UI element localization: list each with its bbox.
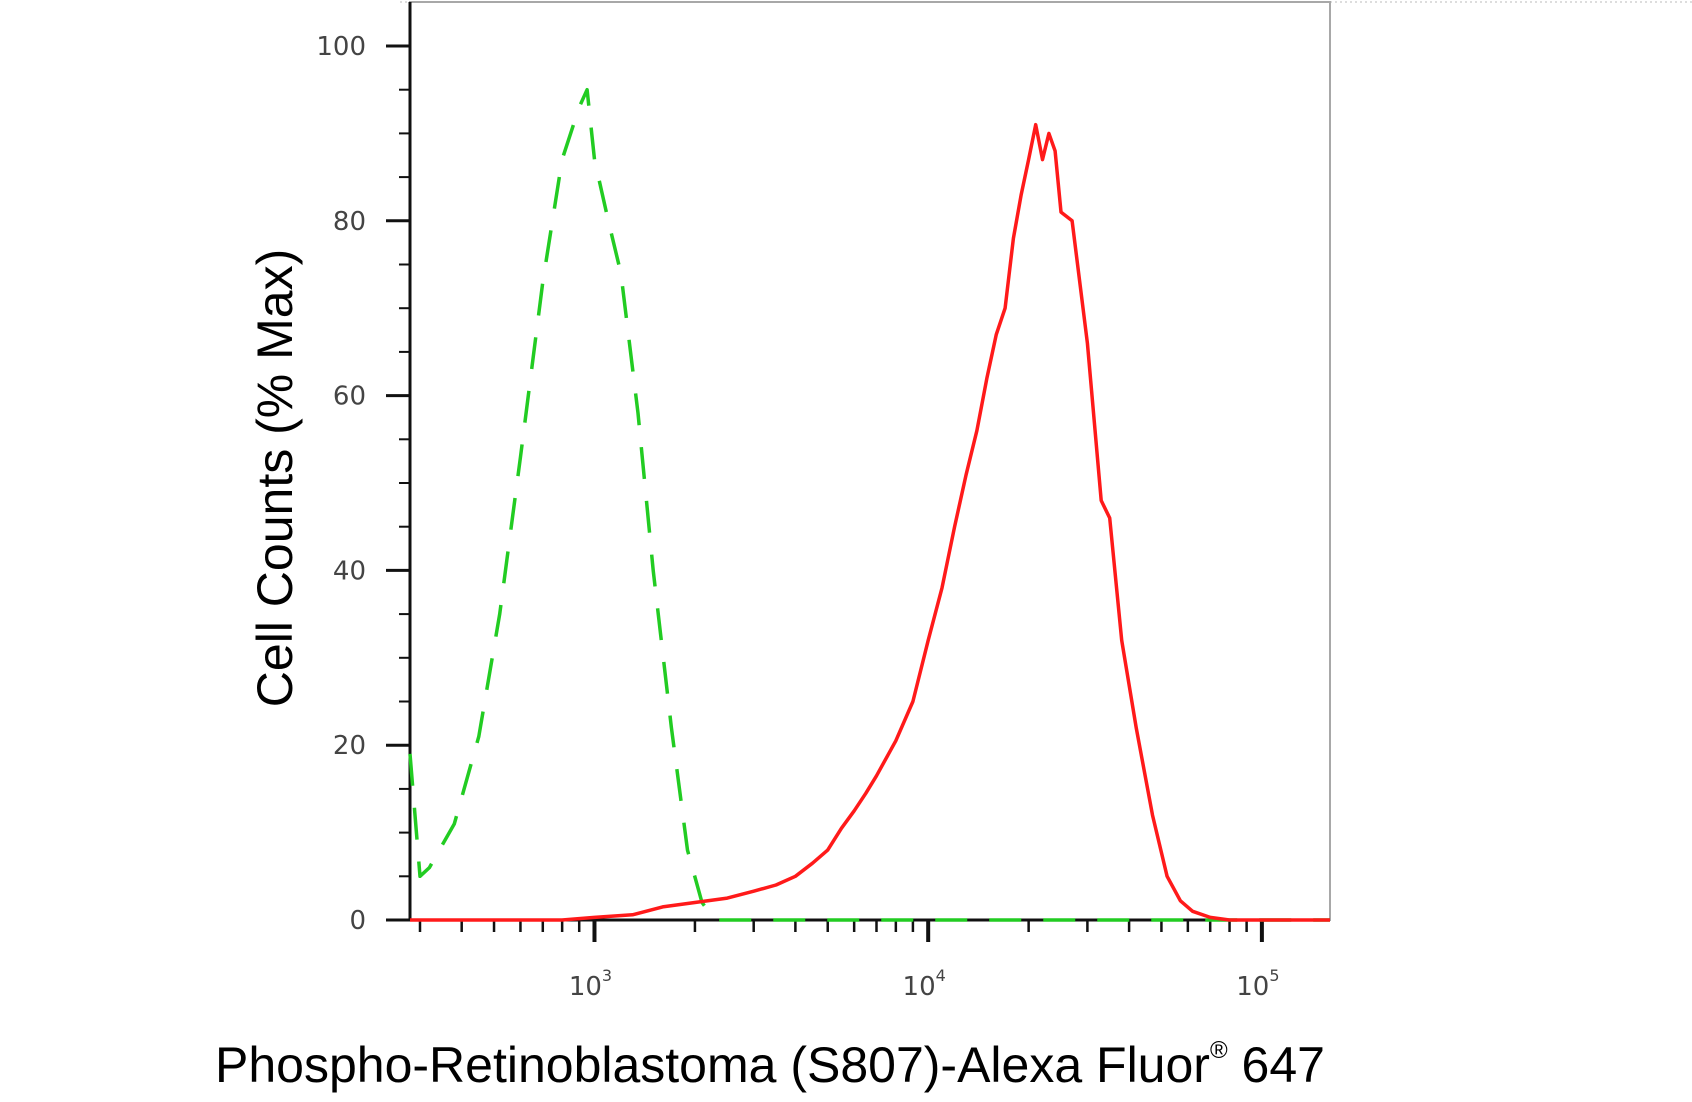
x-tick-label-exponent: 5 (1269, 966, 1279, 985)
x-tick-label-base: 10 (569, 972, 602, 1002)
y-tick-label: 20 (333, 731, 366, 761)
plot-frame (409, 1, 1331, 921)
y-tick-label: 100 (316, 32, 366, 62)
x-axis-title-suffix: 647 (1228, 1037, 1325, 1093)
y-tick-label: 40 (333, 556, 366, 586)
series-dashed-green-line (408, 87, 1330, 922)
x-tick-label: 104 (903, 966, 946, 1002)
x-tick-label-exponent: 3 (602, 966, 612, 985)
x-axis-title-main: Phospho-Retinoblastoma (S807)-Alexa Fluo… (215, 1037, 1210, 1093)
x-tick-label-exponent: 4 (936, 966, 946, 985)
y-axis-title: Cell Counts (% Max) (247, 249, 303, 707)
series-layer (408, 87, 1330, 922)
y-tick-label: 80 (333, 207, 366, 237)
x-axis: 103 104 105 (410, 918, 1330, 1002)
x-tick-label: 105 (1236, 966, 1279, 1002)
y-axis: 0 20 40 60 80 100 (316, 2, 412, 936)
series-solid-red-line (410, 122, 1330, 922)
y-tick-label: 0 (349, 906, 366, 936)
x-tick-label-base: 10 (1236, 972, 1269, 1002)
x-tick-label: 103 (569, 966, 612, 1002)
x-axis-title-registered-mark: ® (1210, 1037, 1228, 1064)
y-tick-label: 60 (333, 382, 366, 412)
x-axis-title: Phospho-Retinoblastoma (S807)-Alexa Fluo… (215, 1037, 1325, 1093)
x-tick-label-base: 10 (903, 972, 936, 1002)
